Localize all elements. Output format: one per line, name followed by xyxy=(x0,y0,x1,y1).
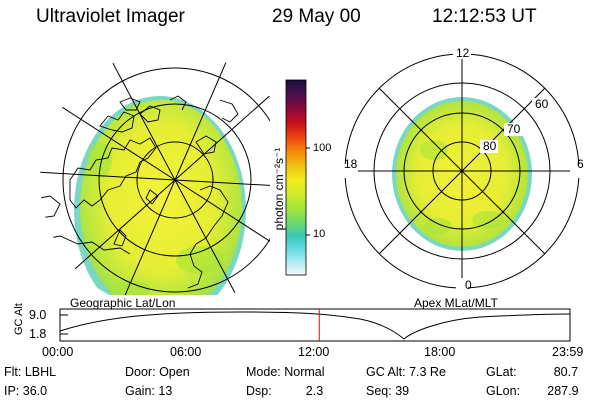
image-date: 29 May 00 xyxy=(272,6,361,27)
coastlines xyxy=(40,95,239,289)
image-time: 12:12:53 UT xyxy=(432,6,537,27)
ip-status: IP: 36.0 xyxy=(4,384,48,398)
colorbar-tick-10: 10 xyxy=(313,228,326,240)
time-tick-18: 18:00 xyxy=(424,345,456,359)
mlt-label-6: 6 xyxy=(577,157,584,171)
lat-circle-60 xyxy=(62,67,270,293)
colorbar-tick-100: 100 xyxy=(313,142,332,154)
mlat-label-70: 70 xyxy=(507,122,521,136)
apex-label: Apex MLat/MLT xyxy=(414,296,498,310)
mlt-label-12: 12 xyxy=(456,46,470,60)
mlt-label-0: 0 xyxy=(465,278,472,292)
door-status: Door: Open xyxy=(125,365,190,379)
altitude-plot-frame xyxy=(59,308,571,342)
glon-status: GLon: 287.9 xyxy=(486,384,579,398)
colorbar-unit-label: photon cm⁻²s⁻¹ xyxy=(272,147,286,231)
gc-altitude-status: GC Alt: 7.3 Re xyxy=(366,365,446,379)
geographic-label: Geographic Lat/Lon xyxy=(70,296,176,310)
time-tick-06: 06:00 xyxy=(170,345,202,359)
altitude-plot xyxy=(59,308,571,342)
mlat-label-60: 60 xyxy=(535,97,549,111)
dsp-status: Dsp: 2.3 xyxy=(246,384,324,398)
colorbar-scale xyxy=(285,79,307,276)
mlt-label-18: 18 xyxy=(344,157,358,171)
time-tick-12: 12:00 xyxy=(298,345,330,359)
gain-status: Gain: 13 xyxy=(125,384,173,398)
geographic-map xyxy=(40,50,270,295)
altitude-curve xyxy=(59,311,571,340)
altitude-ytick-min: 1.8 xyxy=(29,327,47,341)
time-tick-2359: 23:59 xyxy=(552,345,584,359)
mlat-label-80: 80 xyxy=(483,139,497,153)
colorbar xyxy=(285,79,310,276)
instrument-title: Ultraviolet Imager xyxy=(36,6,185,27)
lat-circle-70 xyxy=(98,103,252,257)
mode-status: Mode: Normal xyxy=(246,365,325,379)
apex-map xyxy=(338,45,584,292)
seq-status: Seq: 39 xyxy=(366,384,410,398)
altitude-ylabel: GC Alt xyxy=(13,303,25,335)
time-tick-00: 00:00 xyxy=(42,345,74,359)
filter-status: Flt: LBHL xyxy=(4,365,57,379)
glat-status: GLat: 80.7 xyxy=(486,365,579,379)
altitude-ytick-max: 9.0 xyxy=(29,308,47,322)
lat-circle-80 xyxy=(136,141,214,219)
